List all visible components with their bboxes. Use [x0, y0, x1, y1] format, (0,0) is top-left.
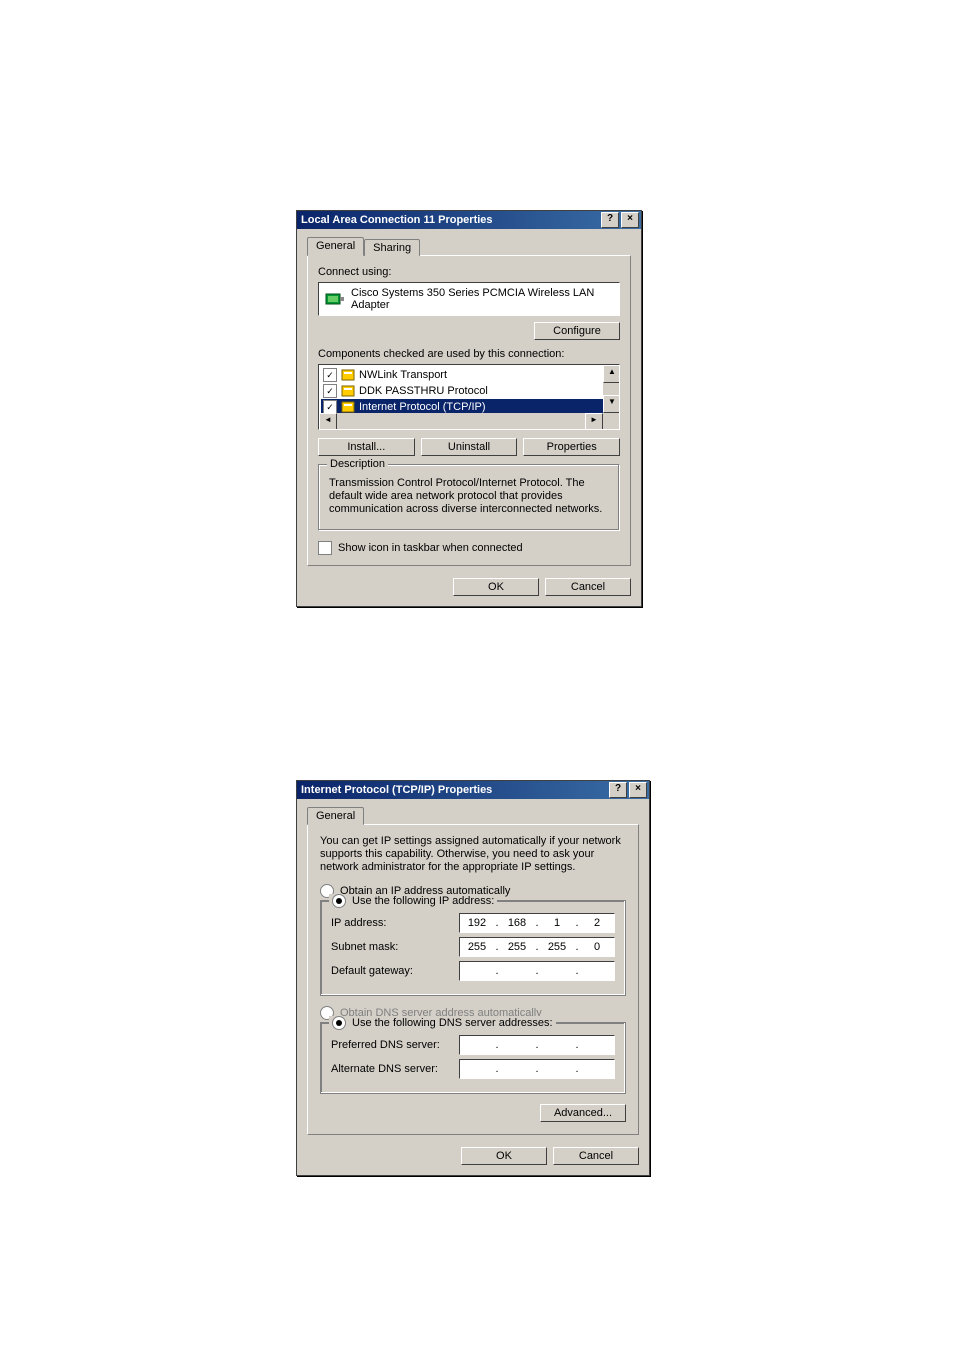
list-item[interactable]: ✓ DDK PASSTHRU Protocol [321, 383, 617, 399]
dns-manual-fieldset: Use the following DNS server addresses: … [320, 1022, 626, 1094]
tabstrip: General [307, 807, 639, 825]
properties-button[interactable]: Properties [523, 438, 620, 456]
tab-pane-general: You can get IP settings assigned automat… [307, 824, 639, 1135]
ip-manual-radio-row[interactable]: Use the following IP address: [329, 894, 497, 908]
tcpip-properties-dialog: Internet Protocol (TCP/IP) Properties ? … [296, 780, 650, 1176]
uninstall-button[interactable]: Uninstall [421, 438, 518, 456]
gateway-input[interactable]: . . . [459, 961, 615, 981]
lan-properties-dialog: Local Area Connection 11 Properties ? × … [296, 210, 642, 607]
configure-button[interactable]: Configure [534, 322, 620, 340]
tab-general[interactable]: General [307, 237, 364, 256]
description-group: Description Transmission Control Protoco… [318, 464, 620, 531]
close-button[interactable]: × [621, 212, 639, 228]
ip-octet[interactable]: 168 [502, 917, 532, 929]
scroll-right-icon[interactable]: ► [585, 413, 603, 430]
tabstrip: General Sharing [307, 237, 631, 256]
ip-manual-label: Use the following IP address: [352, 895, 494, 907]
radio-icon[interactable] [332, 894, 346, 908]
components-listbox[interactable]: ✓ NWLink Transport ✓ DDK PASSTHRU Prot [318, 364, 620, 430]
subnet-input[interactable]: 255. 255. 255. 0 [459, 937, 615, 957]
cancel-button[interactable]: Cancel [545, 578, 631, 596]
alt-dns-label: Alternate DNS server: [331, 1063, 438, 1075]
window-title: Internet Protocol (TCP/IP) Properties [301, 784, 492, 796]
ok-button[interactable]: OK [461, 1147, 547, 1165]
description-text: Transmission Control Protocol/Internet P… [327, 475, 611, 522]
adapter-box: Cisco Systems 350 Series PCMCIA Wireless… [318, 282, 620, 316]
adapter-name: Cisco Systems 350 Series PCMCIA Wireless… [351, 287, 613, 311]
help-button[interactable]: ? [609, 782, 627, 798]
alt-dns-input[interactable]: . . . [459, 1059, 615, 1079]
intro-text: You can get IP settings assigned automat… [320, 835, 626, 874]
gateway-label: Default gateway: [331, 965, 413, 977]
dns-manual-radio-row[interactable]: Use the following DNS server addresses: [329, 1016, 556, 1030]
ip-octet[interactable]: 2 [582, 917, 612, 929]
ip-address-input[interactable]: 192. 168. 1. 2 [459, 913, 615, 933]
protocol-icon [341, 400, 355, 414]
advanced-button[interactable]: Advanced... [540, 1104, 626, 1122]
scroll-down-icon[interactable]: ▼ [603, 395, 620, 413]
list-item[interactable]: ✓ NWLink Transport [321, 367, 617, 383]
ip-octet[interactable]: 255 [542, 941, 572, 953]
scroll-left-icon[interactable]: ◄ [319, 413, 337, 430]
horizontal-scrollbar[interactable]: ◄ ► [319, 413, 603, 429]
close-button[interactable]: × [629, 782, 647, 798]
ok-button[interactable]: OK [453, 578, 539, 596]
nic-icon [325, 291, 345, 307]
titlebar: Internet Protocol (TCP/IP) Properties ? … [297, 781, 649, 799]
checkbox-icon[interactable]: ✓ [323, 400, 337, 414]
dns-manual-label: Use the following DNS server addresses: [352, 1017, 553, 1029]
radio-icon[interactable] [332, 1016, 346, 1030]
list-item-label: DDK PASSTHRU Protocol [359, 385, 488, 397]
subnet-label: Subnet mask: [331, 941, 398, 953]
tab-sharing[interactable]: Sharing [364, 239, 420, 256]
scroll-up-icon[interactable]: ▲ [603, 365, 620, 383]
help-button[interactable]: ? [601, 212, 619, 228]
ip-manual-fieldset: Use the following IP address: IP address… [320, 900, 626, 996]
ip-octet[interactable]: 0 [582, 941, 612, 953]
connect-using-label: Connect using: [318, 266, 620, 278]
tab-pane-general: Connect using: Cisco Systems 350 Series … [307, 255, 631, 566]
pref-dns-label: Preferred DNS server: [331, 1039, 440, 1051]
scroll-corner [603, 413, 619, 429]
list-item-label: NWLink Transport [359, 369, 447, 381]
titlebar: Local Area Connection 11 Properties ? × [297, 211, 641, 229]
components-label: Components checked are used by this conn… [318, 348, 620, 360]
description-title: Description [327, 458, 388, 470]
show-icon-checkbox[interactable] [318, 541, 332, 555]
install-button[interactable]: Install... [318, 438, 415, 456]
vertical-scrollbar[interactable]: ▲ ▼ [603, 365, 619, 413]
ip-octet[interactable]: 1 [542, 917, 572, 929]
ip-octet[interactable]: 255 [502, 941, 532, 953]
tab-general[interactable]: General [307, 807, 364, 825]
checkbox-icon[interactable]: ✓ [323, 384, 337, 398]
pref-dns-input[interactable]: . . . [459, 1035, 615, 1055]
ip-address-label: IP address: [331, 917, 386, 929]
protocol-icon [341, 368, 355, 382]
show-icon-label: Show icon in taskbar when connected [338, 542, 523, 554]
ip-octet[interactable]: 255 [462, 941, 492, 953]
checkbox-icon[interactable]: ✓ [323, 368, 337, 382]
list-item-label: Internet Protocol (TCP/IP) [359, 401, 486, 413]
cancel-button[interactable]: Cancel [553, 1147, 639, 1165]
ip-octet[interactable]: 192 [462, 917, 492, 929]
protocol-icon [341, 384, 355, 398]
window-title: Local Area Connection 11 Properties [301, 214, 493, 226]
